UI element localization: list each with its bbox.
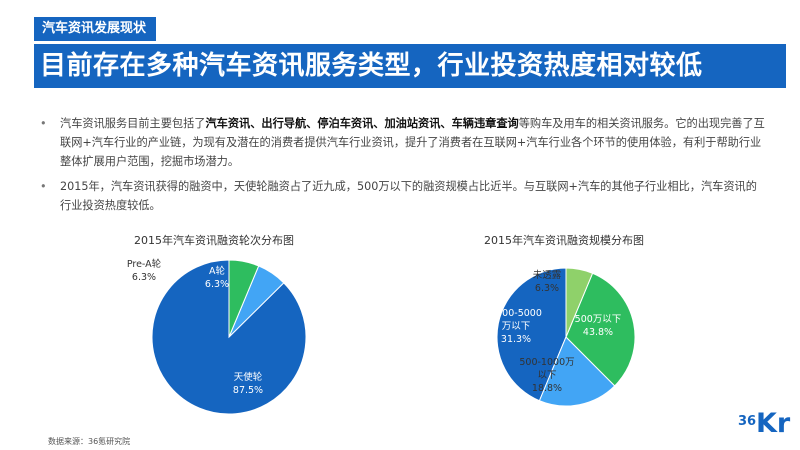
section-tag: 汽车资讯发展现状 xyxy=(34,17,157,41)
slice-value: 43.8% xyxy=(583,327,613,338)
bullet-text: 汽车资讯服务目前主要包括了 xyxy=(60,117,206,130)
chart-title-rounds: 2015年汽车资讯融资轮次分布图 xyxy=(134,233,294,247)
slice-value: 18.8% xyxy=(532,383,562,394)
slice-label: 1000-5000 xyxy=(490,308,542,319)
pie-slice xyxy=(565,272,636,387)
pie-slice xyxy=(538,336,616,407)
slice-value: 6.3% xyxy=(535,283,559,294)
logo-number: 36 xyxy=(738,414,757,429)
slice-label: A轮 xyxy=(209,265,225,277)
slice-label: 天使轮 xyxy=(234,371,263,383)
bullet-item: 汽车资讯服务目前主要包括了汽车资讯、出行导航、停泊车资讯、加油站资讯、车辆违章查… xyxy=(38,114,768,171)
pie-slice xyxy=(228,259,260,338)
pie-slice xyxy=(496,267,567,402)
slice-value: 31.3% xyxy=(501,334,531,345)
slice-value: 6.3% xyxy=(132,272,156,283)
slice-label: 500万以下 xyxy=(575,314,622,325)
page-headline: 目前存在多种汽车资讯服务类型，行业投资热度相对较低 xyxy=(34,44,786,88)
data-source-note: 数据来源：36氪研究院 xyxy=(48,437,131,446)
slice-label: Pre-A轮 xyxy=(127,258,162,270)
slice-label: 万以下 xyxy=(502,321,531,332)
slice-label: 未透露 xyxy=(533,269,562,281)
bullet-text: 等购车及用车的相关资讯服务。它的出现完善了互联网+汽车行业的产业链，为现有及潜在… xyxy=(60,117,765,168)
brand-logo: 36 Kr xyxy=(738,408,790,442)
pie-charts: 2015年汽车资讯融资轮次分布图 2015年汽车资讯融资规模分布图 天使轮 87.… xyxy=(127,233,644,415)
pie-slice xyxy=(565,267,594,338)
slice-value: 87.5% xyxy=(233,385,263,396)
pie-rounds: 天使轮 87.5% Pre-A轮 6.3% A轮 6.3% xyxy=(127,258,307,415)
chart-title-scale: 2015年汽车资讯融资规模分布图 xyxy=(484,233,644,247)
slice-label: 500-1000万 xyxy=(519,357,574,368)
bullet-text: 2015年，汽车资讯获得的融资中，天使轮融资占了近九成，500万以下的融资规模占… xyxy=(60,180,757,212)
logo-letters: Kr xyxy=(756,408,791,439)
bullet-item: 2015年，汽车资讯获得的融资中，天使轮融资占了近九成，500万以下的融资规模占… xyxy=(38,177,768,215)
bullet-bold-text: 汽车资讯、出行导航、停泊车资讯、加油站资讯、车辆违章查询 xyxy=(205,117,519,130)
slice-value: 6.3% xyxy=(205,279,229,290)
slice-label: 以下 xyxy=(537,370,556,381)
bullet-list: 汽车资讯服务目前主要包括了汽车资讯、出行导航、停泊车资讯、加油站资讯、车辆违章查… xyxy=(38,114,768,221)
